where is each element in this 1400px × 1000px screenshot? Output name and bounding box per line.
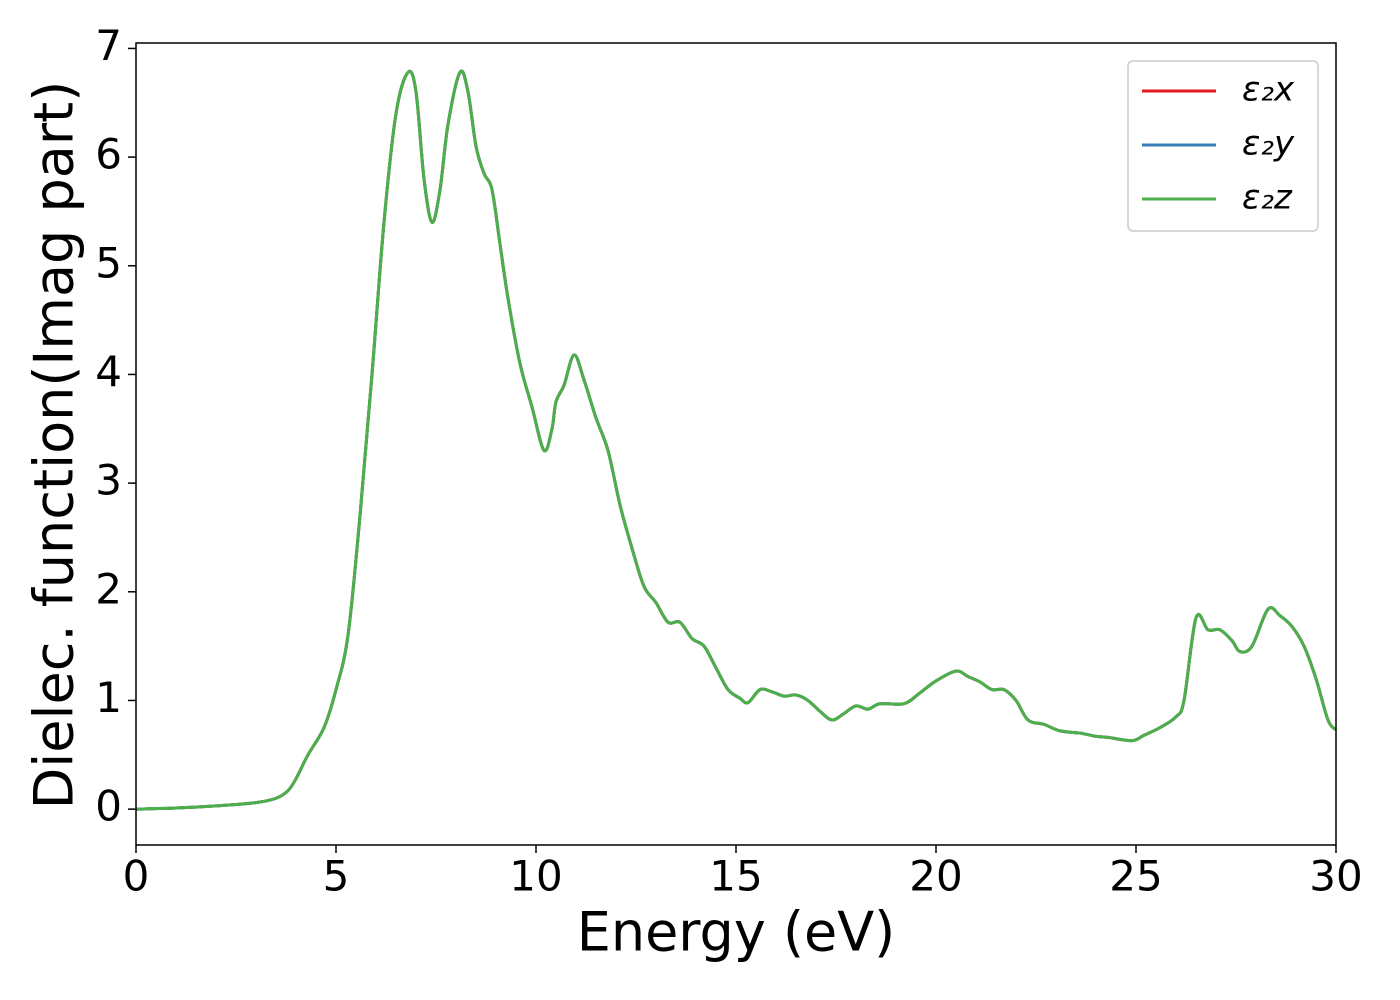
x-tick-label: 25 — [1109, 852, 1162, 901]
y-tick-label: 1 — [95, 673, 122, 722]
y-tick-label: 2 — [95, 564, 122, 613]
x-axis-label: Energy (eV) — [577, 901, 896, 964]
legend-label: ε₂x — [1242, 70, 1295, 110]
x-tick-label: 0 — [123, 852, 150, 901]
data-line — [136, 69, 1336, 811]
y-tick-label: 7 — [95, 21, 122, 70]
y-axis-label: Dielec. function(Imag part) — [23, 81, 86, 810]
legend-label: ε₂y — [1242, 124, 1295, 164]
y-tick-label: 0 — [95, 782, 122, 831]
legend-box — [1127, 60, 1319, 232]
y-tick-label: 5 — [95, 238, 122, 287]
plot-frame — [135, 42, 1337, 846]
y-tick-label: 4 — [95, 347, 122, 396]
x-tick-label: 5 — [323, 852, 350, 901]
x-tick-label: 10 — [509, 852, 562, 901]
x-tick-label: 30 — [1309, 852, 1362, 901]
legend-label: ε₂z — [1242, 178, 1293, 218]
y-tick-label: 3 — [95, 456, 122, 505]
y-tick-label: 6 — [95, 130, 122, 179]
x-tick-label: 20 — [909, 852, 962, 901]
x-tick-label: 15 — [709, 852, 762, 901]
